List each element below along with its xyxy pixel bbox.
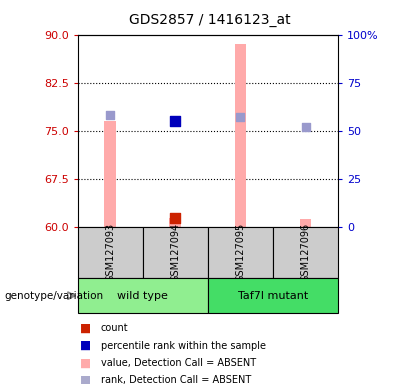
Point: [172, 215, 179, 221]
Text: wild type: wild type: [117, 291, 168, 301]
Bar: [273, 227, 338, 278]
Text: value, Detection Call = ABSENT: value, Detection Call = ABSENT: [101, 358, 256, 368]
Bar: [78, 227, 143, 278]
Text: GSM127096: GSM127096: [301, 223, 310, 282]
Text: rank, Detection Call = ABSENT: rank, Detection Call = ABSENT: [101, 375, 251, 384]
Text: count: count: [101, 323, 129, 333]
Bar: [143, 227, 208, 278]
Point: [172, 118, 179, 124]
Text: genotype/variation: genotype/variation: [4, 291, 103, 301]
Text: GSM127094: GSM127094: [171, 223, 180, 282]
Text: GDS2857 / 1416123_at: GDS2857 / 1416123_at: [129, 13, 291, 27]
Bar: [105, 121, 116, 227]
Point: [302, 124, 309, 130]
Text: GSM127093: GSM127093: [105, 223, 115, 282]
Text: ■: ■: [80, 339, 91, 352]
Point: [107, 112, 114, 118]
Text: ■: ■: [80, 374, 91, 384]
Bar: [300, 219, 311, 227]
Text: percentile rank within the sample: percentile rank within the sample: [101, 341, 266, 351]
Bar: [235, 44, 246, 227]
Point: [237, 114, 244, 120]
Bar: [78, 278, 208, 313]
Text: Taf7l mutant: Taf7l mutant: [238, 291, 308, 301]
Text: ■: ■: [80, 356, 91, 369]
Text: GSM127095: GSM127095: [236, 223, 245, 282]
Text: ■: ■: [80, 322, 91, 335]
Bar: [208, 227, 273, 278]
Bar: [170, 218, 181, 227]
Bar: [208, 278, 338, 313]
